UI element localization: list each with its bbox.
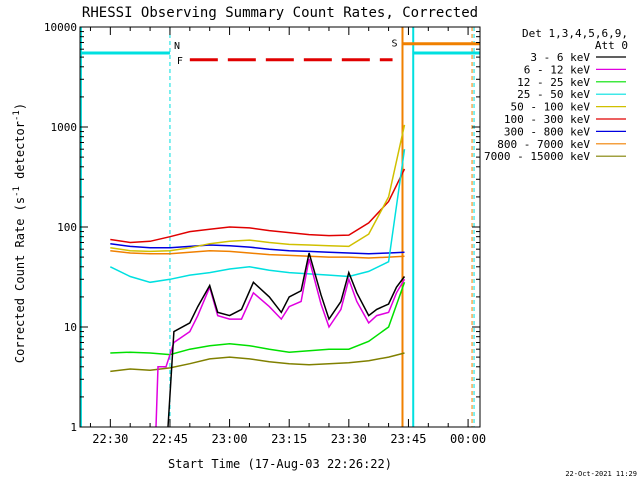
series-line-0: [167, 252, 406, 428]
series-line-8: [110, 352, 405, 373]
flag-s-label: S: [391, 39, 397, 50]
x-tick-label-4: 23:30: [331, 432, 367, 446]
legend-header-0: Det 1,3,4,5,6,9,: [522, 27, 628, 40]
y-tick-label-3: 1000: [51, 121, 78, 134]
ylabel-main: Corrected Count Rate (s: [13, 197, 27, 363]
ylabel-sup-2: -1: [12, 110, 22, 121]
series-line-5: [110, 168, 406, 244]
ylabel-sup-1: -1: [12, 186, 22, 197]
chart-title: RHESSI Observing Summary Count Rates, Co…: [82, 5, 478, 21]
plot-frame: [79, 26, 481, 428]
y-tick-label-1: 10: [64, 321, 77, 334]
series-line-4: [110, 124, 406, 253]
x-axis-label: Start Time (17-Aug-03 22:26:22): [168, 457, 392, 471]
x-tick-label-3: 23:15: [271, 432, 307, 446]
legend-label-3: 25 - 50 keV: [517, 88, 590, 101]
legend-label-5: 100 - 300 keV: [504, 113, 590, 126]
x-tick-label-2: 23:00: [212, 432, 248, 446]
series-line-3: [109, 149, 406, 284]
x-tick-label-5: 23:45: [390, 432, 426, 446]
legend-label-7: 800 - 7000 keV: [497, 138, 590, 151]
flag-f-label: F: [177, 56, 183, 67]
y-axis-label: Corrected Count Rate (s-1 detector-1): [12, 103, 27, 363]
ylabel-mid: detector: [13, 121, 27, 186]
x-tick-label-0: 22:30: [92, 432, 128, 446]
timestamp: 22-Oct-2021 11:29: [565, 470, 637, 478]
flag-n-label: N: [174, 41, 180, 52]
legend-label-8: 7000 - 15000 keV: [484, 150, 590, 163]
svg-text:Corrected Count Rate (s-1 dete: Corrected Count Rate (s-1 detector-1): [12, 103, 27, 363]
series-line-6: [110, 242, 405, 255]
series-line-2: [110, 282, 406, 356]
legend-label-6: 300 - 800 keV: [504, 125, 590, 138]
legend-label-1: 6 - 12 keV: [524, 63, 591, 76]
series-line-1: [155, 258, 406, 428]
plot-area: N S F: [79, 26, 481, 428]
y-tick-label-4: 10000: [44, 21, 77, 34]
y-tick-label-2: 100: [57, 221, 77, 234]
legend-label-4: 50 - 100 keV: [511, 101, 591, 114]
legend-label-2: 12 - 25 keV: [517, 76, 590, 89]
x-tick-label-6: 00:00: [450, 432, 486, 446]
series-line-7: [110, 249, 405, 259]
legend-label-0: 3 - 6 keV: [530, 51, 590, 64]
y-tick-label-0: 1: [70, 421, 77, 434]
x-tick-label-1: 22:45: [152, 432, 188, 446]
ylabel-end: ): [13, 103, 27, 110]
legend-header-1: Att 0: [595, 39, 628, 52]
axis-ticks: 1 10 100 1000 10000 22:30 22:45 23:00 23:15 23:30…: [44, 21, 486, 446]
